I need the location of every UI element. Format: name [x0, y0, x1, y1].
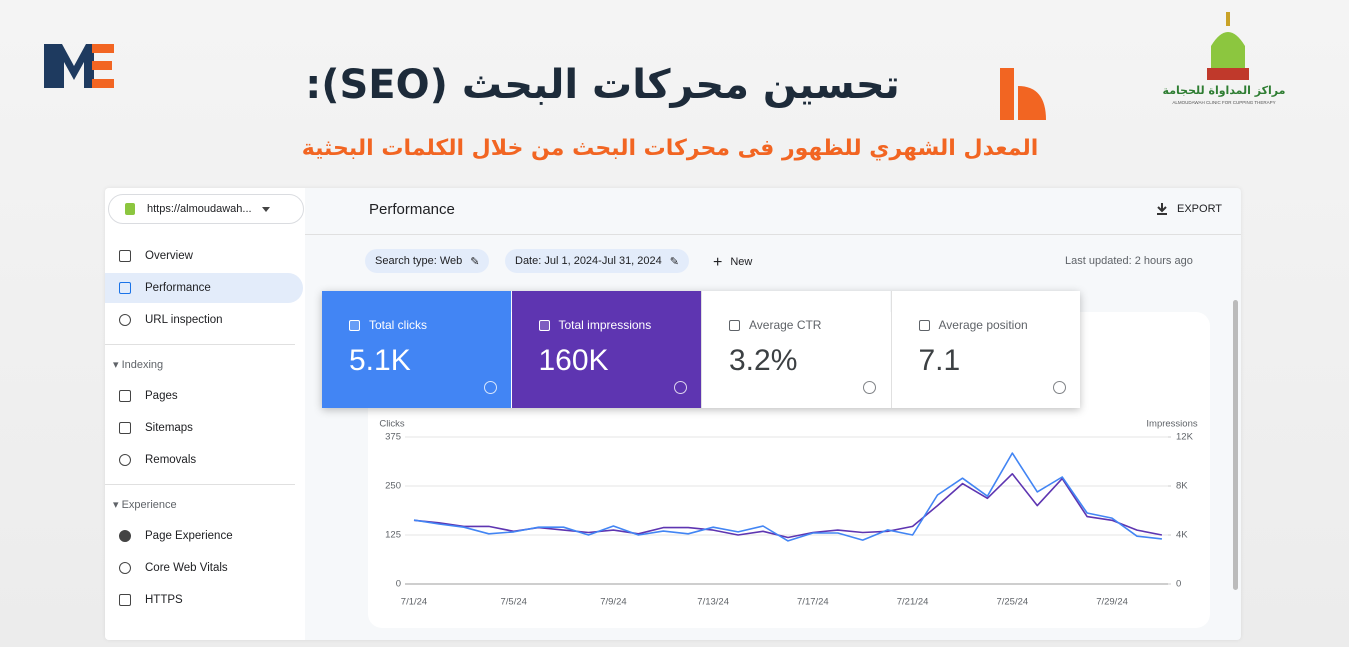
filter-label: Search type: Web: [375, 255, 463, 267]
nav-icon: [119, 250, 131, 262]
separator: [105, 344, 295, 345]
brand-name: مراكز المداواة للحجامة: [1162, 84, 1286, 97]
nav-item[interactable]: Core Web Vitals: [105, 553, 303, 583]
nav-icon: [119, 422, 131, 434]
main-title: Performance: [369, 201, 455, 218]
card-label: Total clicks: [349, 318, 511, 332]
metric-card[interactable]: Total clicks 5.1K: [322, 291, 511, 408]
section-label: Experience: [121, 499, 177, 511]
section-title[interactable]: ▾ Indexing: [113, 359, 164, 371]
nav-item[interactable]: Sitemaps: [105, 413, 303, 443]
nav-item[interactable]: Pages: [105, 381, 303, 411]
title-mark: [1000, 68, 1046, 120]
nav-icon: [119, 530, 131, 542]
property-url: https://almoudawah...: [147, 203, 252, 215]
console: https://almoudawah... Overview Performan…: [105, 188, 1241, 640]
nav-icon: [119, 594, 131, 606]
brand-tagline: ALMOUDAWAH CLINIC FOR CUPPING THERAPY: [1172, 100, 1276, 105]
nav-icon: [119, 282, 131, 294]
card-value: 160K: [538, 344, 609, 377]
export-label: EXPORT: [1177, 203, 1223, 215]
metric-card[interactable]: Average CTR 3.2%: [701, 291, 890, 408]
page-subtitle: المعدل الشهري للظهور فى محركات البحث من …: [301, 136, 1039, 161]
property-icon: [125, 203, 135, 215]
nav-item-active[interactable]: Performance: [105, 273, 303, 303]
card-label: Average CTR: [729, 318, 890, 332]
nav-item[interactable]: Removals: [105, 445, 303, 475]
nav-label: Page Experience: [145, 530, 233, 542]
separator: [305, 234, 1241, 235]
help-icon: [673, 381, 687, 394]
nav-label: Core Web Vitals: [145, 562, 228, 574]
card-label: Total impressions: [538, 318, 701, 332]
checkbox: [918, 319, 930, 331]
property-selector[interactable]: https://almoudawah...: [108, 194, 304, 224]
nav-label: Overview: [145, 250, 193, 262]
nav-item[interactable]: URL inspection: [105, 305, 303, 335]
new-filter[interactable]: + New: [713, 254, 753, 271]
checkbox: [538, 319, 550, 331]
card-label-text: Average position: [938, 318, 1028, 332]
separator: [105, 484, 295, 485]
section-title[interactable]: ▾ Experience: [113, 499, 177, 511]
nav-label: Sitemaps: [145, 422, 193, 434]
nav-label: Removals: [145, 454, 197, 466]
card-value: 3.2%: [729, 344, 798, 377]
card-label-text: Average CTR: [749, 318, 822, 332]
metric-card[interactable]: Average position 7.1: [890, 291, 1080, 408]
last-updated: Last updated: 2 hours ago: [1065, 255, 1193, 267]
nav-item[interactable]: Page Experience: [105, 521, 303, 551]
filter-label: Date: Jul 1, 2024-Jul 31, 2024: [515, 255, 662, 267]
page-title: تحسين محركات البحث (SEO):: [305, 62, 900, 108]
card-value: 5.1K: [349, 344, 411, 377]
nav-icon: [119, 390, 131, 402]
card-value: 7.1: [918, 344, 961, 377]
export-button[interactable]: EXPORT: [1155, 202, 1222, 216]
dropdown-arrow: [261, 206, 270, 216]
nav-item[interactable]: HTTPS: [105, 585, 303, 615]
sidebar: https://almoudawah... Overview Performan…: [105, 188, 305, 640]
scrollbar: [1233, 300, 1238, 590]
checkbox: [349, 319, 360, 331]
me-logo: [44, 44, 114, 88]
card-label-text: Total impressions: [558, 318, 652, 332]
new-label: New: [730, 256, 753, 268]
section-label: Indexing: [121, 359, 164, 371]
checkbox: [729, 319, 740, 331]
card-label-text: Total clicks: [369, 318, 428, 332]
brand-icon: [1207, 12, 1249, 80]
metric-card[interactable]: Total impressions 160K: [511, 291, 701, 408]
nav-icon: [119, 314, 131, 326]
nav-label: Performance: [145, 282, 211, 294]
nav-icon: [119, 454, 131, 466]
nav-label: HTTPS: [145, 594, 183, 606]
nav-item[interactable]: Overview: [105, 241, 303, 271]
card-label: Average position: [918, 318, 1080, 332]
help-icon: [484, 381, 497, 394]
export-icon: [1157, 203, 1167, 215]
nav-label: URL inspection: [145, 314, 223, 326]
nav-icon: [119, 562, 131, 574]
filter-chip[interactable]: Search type: Web ✎: [365, 249, 490, 273]
nav-label: Pages: [145, 390, 178, 402]
help-icon: [1052, 381, 1066, 394]
filter-chip[interactable]: Date: Jul 1, 2024-Jul 31, 2024 ✎: [505, 249, 689, 273]
help-icon: [863, 381, 876, 394]
